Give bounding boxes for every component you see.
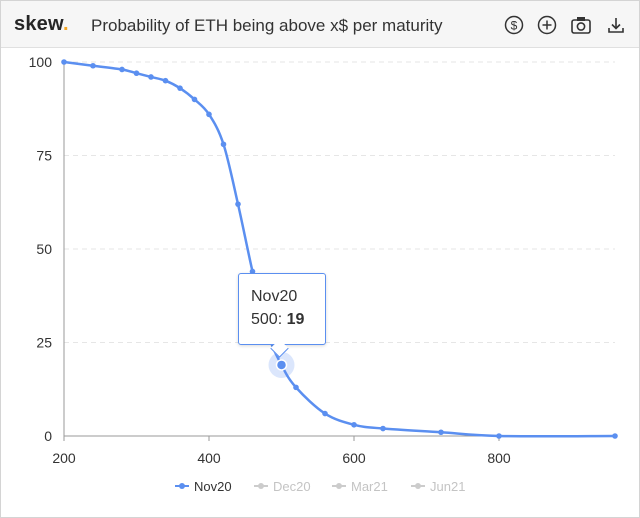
line-chart: 0 25 50 75 100 200 400 600 800 Nov20 Dec20 Mar21 Jun… [29, 54, 618, 494]
y-tick-label-100: 100 [29, 54, 53, 70]
data-point-200 [61, 59, 67, 65]
y-tick-label-50: 50 [36, 241, 52, 257]
legend-marker-dec20 [258, 483, 264, 489]
data-point-400 [206, 111, 212, 118]
svg-text:$: $ [511, 19, 518, 33]
data-point-960 [612, 433, 618, 439]
x-tick-label-400: 400 [197, 450, 221, 466]
tooltip-series: Nov20 [251, 288, 298, 305]
legend-marker-nov20 [179, 483, 185, 489]
legend-marker-mar21 [336, 483, 342, 489]
data-point-240 [90, 62, 96, 69]
data-point-320 [148, 74, 154, 80]
zoom-in-icon[interactable] [536, 14, 558, 36]
x-tick-label-800: 800 [487, 450, 511, 466]
legend-marker-jun21 [415, 483, 421, 489]
data-point-460 [249, 268, 256, 275]
data-point-360 [177, 85, 183, 91]
legend-item-nov20[interactable]: Nov20 [194, 479, 232, 494]
data-point-340 [162, 77, 169, 84]
data-point-440 [235, 201, 241, 207]
data-point-280 [119, 66, 125, 73]
data-point-520 [293, 384, 299, 391]
download-icon[interactable] [605, 14, 627, 36]
legend-item-jun21[interactable]: Jun21 [430, 479, 465, 494]
y-tick-label-0: 0 [44, 428, 52, 444]
data-point-420 [220, 141, 227, 148]
skew-logo: skew. [14, 13, 69, 36]
legend-item-mar21[interactable]: Mar21 [351, 479, 388, 494]
data-point-300 [133, 70, 140, 77]
data-point-640 [380, 425, 386, 432]
tooltip-x: 500 [251, 311, 278, 328]
camera-icon[interactable] [570, 14, 592, 36]
data-point-600 [351, 421, 357, 428]
logo-text: skew [14, 13, 63, 35]
y-tick-label-75: 75 [36, 148, 52, 164]
widget-header: skew. Probability of ETH being above x$ … [1, 1, 639, 48]
chart-title: Probability of ETH being above x$ per ma… [91, 16, 443, 35]
highlight-point [275, 359, 288, 371]
data-point-380 [191, 96, 198, 103]
data-point-800 [496, 433, 502, 439]
data-point-560 [322, 410, 328, 417]
y-tick-label-25: 25 [36, 335, 52, 351]
dollar-icon[interactable]: $ [503, 14, 525, 36]
logo-dot: . [62, 13, 69, 35]
legend-item-dec20[interactable]: Dec20 [273, 479, 311, 494]
data-tooltip: Nov20 500: 19 [238, 273, 326, 358]
tooltip-value-line: 500: 19 [251, 311, 305, 328]
tooltip-value: 19 [286, 311, 305, 328]
x-tick-label-600: 600 [342, 450, 366, 466]
data-point-720 [438, 429, 444, 436]
x-tick-label-200: 200 [52, 450, 76, 466]
